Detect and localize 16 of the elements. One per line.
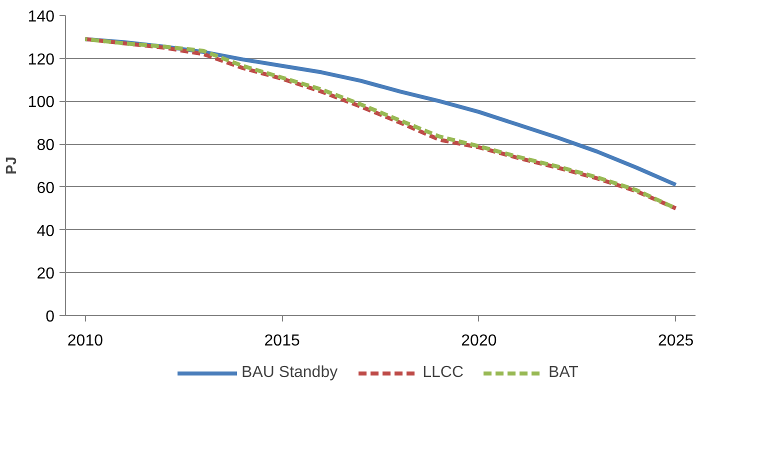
- y-tick-label: 80: [36, 137, 55, 154]
- y-axis-title: PJ: [4, 156, 20, 174]
- y-tick-label: 0: [46, 308, 55, 326]
- y-tick-label: 100: [28, 94, 55, 112]
- legend-label: BAU Standby: [242, 364, 338, 382]
- y-tick-label: 40: [36, 222, 55, 240]
- x-tick-label: 2025: [658, 332, 694, 350]
- x-tick-label: 2015: [264, 332, 300, 350]
- y-tick-label: 20: [36, 266, 55, 283]
- x-tick-label: 2010: [67, 332, 104, 350]
- x-tick-label: 2020: [461, 332, 497, 350]
- y-tick-label: 120: [28, 51, 55, 68]
- y-tick-label: 140: [28, 8, 55, 26]
- legend-label: LLCC: [422, 364, 464, 382]
- legend-label: BAT: [548, 364, 578, 382]
- y-tick-label: 60: [36, 180, 55, 197]
